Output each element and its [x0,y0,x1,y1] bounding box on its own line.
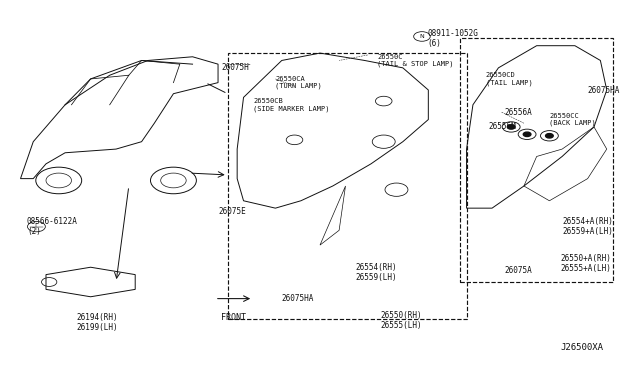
Text: 08566-6122A
(2): 08566-6122A (2) [27,217,77,236]
Text: N: N [420,34,424,39]
Text: 08911-1052G
(6): 08911-1052G (6) [427,29,478,48]
Text: 26550CA
(TURN LAMP): 26550CA (TURN LAMP) [275,76,322,89]
Text: FRONT: FRONT [221,313,246,323]
Text: 26550CD
(TAIL LAMP): 26550CD (TAIL LAMP) [486,72,532,86]
Text: 26550+A(RH)
26555+A(LH): 26550+A(RH) 26555+A(LH) [561,254,612,273]
Text: 26550CC
(BACK LAMP): 26550CC (BACK LAMP) [549,113,596,126]
Text: 26550CB
(SIDE MARKER LAMP): 26550CB (SIDE MARKER LAMP) [253,98,330,112]
Text: 26075E: 26075E [218,207,246,217]
Text: J26500XA: J26500XA [561,343,604,352]
Text: 26556A: 26556A [505,108,532,117]
Bar [460,38,613,282]
Text: 26075HA: 26075HA [588,86,620,94]
Text: 26556M: 26556M [489,122,516,131]
Text: 26194(RH)
26199(LH): 26194(RH) 26199(LH) [77,313,118,332]
Text: 26075A: 26075A [505,266,532,275]
Text: 26550C
(TAIL & STOP LAMP): 26550C (TAIL & STOP LAMP) [378,54,454,67]
Circle shape [524,132,531,137]
Text: 26075HA: 26075HA [282,294,314,303]
Text: 26554(RH)
26559(LH): 26554(RH) 26559(LH) [355,263,397,282]
Text: 26554+A(RH)
26559+A(LH): 26554+A(RH) 26559+A(LH) [562,217,613,236]
Circle shape [508,125,515,129]
Text: 26075H: 26075H [221,63,249,72]
Text: 26550(RH)
26555(LH): 26550(RH) 26555(LH) [381,311,422,330]
Bar [228,53,467,319]
Circle shape [545,134,553,138]
